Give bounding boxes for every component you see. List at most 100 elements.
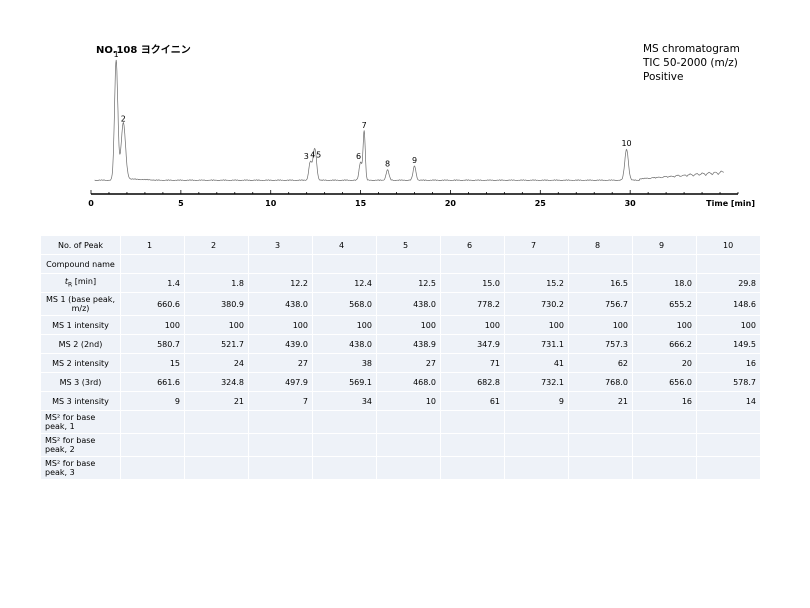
table-cell: 7: [249, 392, 312, 410]
table-cell: 15: [121, 354, 184, 372]
peak-label: 8: [385, 160, 390, 169]
x-tick-label: 30: [625, 199, 637, 208]
table-cell: 100: [313, 316, 376, 334]
table-cell: 9: [121, 392, 184, 410]
table-row: MS² for base peak, 3: [41, 457, 760, 479]
table-cell: [441, 457, 504, 479]
table-cell: 655.2: [633, 293, 696, 315]
table-cell: 14: [697, 392, 760, 410]
table-cell: 34: [313, 392, 376, 410]
table-cell: [249, 411, 312, 433]
table-cell: 148.6: [697, 293, 760, 315]
tic-trace: [94, 59, 724, 181]
peak-label: 2: [121, 115, 126, 124]
table-row: MS 1 (base peak, m/z) 660.6 380.9 438.0 568.…: [41, 293, 760, 315]
table-cell: [441, 411, 504, 433]
table-cell: [377, 457, 440, 479]
info-line-2: TIC 50-2000 (m/z): [643, 57, 738, 69]
table-cell: 1.8: [185, 274, 248, 292]
peak-number: 3: [249, 236, 312, 254]
table-cell: [249, 255, 312, 273]
table-row: tR [min] 1.4 1.8 12.2 12.4 12.5 15.0 15.2 16.5 18…: [41, 274, 760, 292]
table-row: MS² for base peak, 2: [41, 434, 760, 456]
peak-number: 7: [505, 236, 568, 254]
table-cell: [313, 411, 376, 433]
peak-number: 1: [121, 236, 184, 254]
table-cell: 324.8: [185, 373, 248, 391]
peak-label: 10: [621, 139, 631, 148]
table-cell: 682.8: [441, 373, 504, 391]
table-cell: [569, 434, 632, 456]
peak-number: 2: [185, 236, 248, 254]
row-label: Compound name: [41, 255, 120, 273]
row-label: MS² for base peak, 1: [41, 411, 120, 433]
table-cell: [697, 434, 760, 456]
x-tick-label: 5: [178, 199, 184, 208]
table-cell: 730.2: [505, 293, 568, 315]
table-cell: [569, 457, 632, 479]
table-cell: 731.1: [505, 335, 568, 353]
table-cell: [249, 434, 312, 456]
table-cell: 757.3: [569, 335, 632, 353]
table-cell: 580.7: [121, 335, 184, 353]
x-axis-label: Time [min]: [706, 199, 755, 208]
table-cell: [185, 255, 248, 273]
table-cell: 27: [249, 354, 312, 372]
table-cell: [185, 411, 248, 433]
table-cell: [569, 255, 632, 273]
table-cell: 778.2: [441, 293, 504, 315]
table-cell: 380.9: [185, 293, 248, 315]
row-label: MS 3 (3rd): [41, 373, 120, 391]
table-header-row: No. of Peak 1 2 3 4 5 6 7 8 9 10: [41, 236, 760, 254]
table-cell: 100: [249, 316, 312, 334]
table-cell: 578.7: [697, 373, 760, 391]
table-row: MS 1 intensity 100 100 100 100 100 100 100 100 10…: [41, 316, 760, 334]
table-cell: [697, 411, 760, 433]
x-tick-label: 20: [445, 199, 457, 208]
peak-number: 10: [697, 236, 760, 254]
table-cell: [505, 255, 568, 273]
peak-label: 4: [310, 151, 315, 160]
table-cell: [121, 255, 184, 273]
table-cell: 41: [505, 354, 568, 372]
row-label: MS² for base peak, 2: [41, 434, 120, 456]
table-cell: [569, 411, 632, 433]
row-label: MS 1 intensity: [41, 316, 120, 334]
table-cell: 16: [633, 392, 696, 410]
table-cell: [121, 411, 184, 433]
header-label: No. of Peak: [41, 236, 120, 254]
table-cell: [377, 411, 440, 433]
info-line-1: MS chromatogram: [643, 43, 740, 55]
table-row: Compound name: [41, 255, 760, 273]
table-cell: 100: [633, 316, 696, 334]
table-cell: 27: [377, 354, 440, 372]
chromatogram-plot: 0 5 10 15 20 25 30 Time [min]123 4 5 678 910: [88, 50, 755, 208]
peak-number: 9: [633, 236, 696, 254]
table-cell: 15.0: [441, 274, 504, 292]
table-cell: 756.7: [569, 293, 632, 315]
table-cell: [185, 434, 248, 456]
table-cell: [313, 457, 376, 479]
table-cell: 24: [185, 354, 248, 372]
table-cell: 656.0: [633, 373, 696, 391]
peak-number: 6: [441, 236, 504, 254]
table-row: MS 2 (2nd) 580.7 521.7 439.0 438.0 438.9 347.9…: [41, 335, 760, 353]
table-cell: [633, 434, 696, 456]
row-label: MS 1 (base peak, m/z): [41, 293, 120, 315]
table-cell: 100: [185, 316, 248, 334]
table-cell: 100: [569, 316, 632, 334]
peak-label: 3: [304, 152, 309, 161]
table-cell: [185, 457, 248, 479]
x-tick-label: 0: [88, 199, 94, 208]
table-cell: 100: [441, 316, 504, 334]
table-cell: 347.9: [441, 335, 504, 353]
peak-label: 7: [362, 121, 367, 130]
row-label: MS 2 intensity: [41, 354, 120, 372]
table-cell: 10: [377, 392, 440, 410]
table-cell: 569.1: [313, 373, 376, 391]
table-cell: 16.5: [569, 274, 632, 292]
peak-number: 5: [377, 236, 440, 254]
table-cell: 497.9: [249, 373, 312, 391]
table-cell: 100: [121, 316, 184, 334]
table-cell: 29.8: [697, 274, 760, 292]
